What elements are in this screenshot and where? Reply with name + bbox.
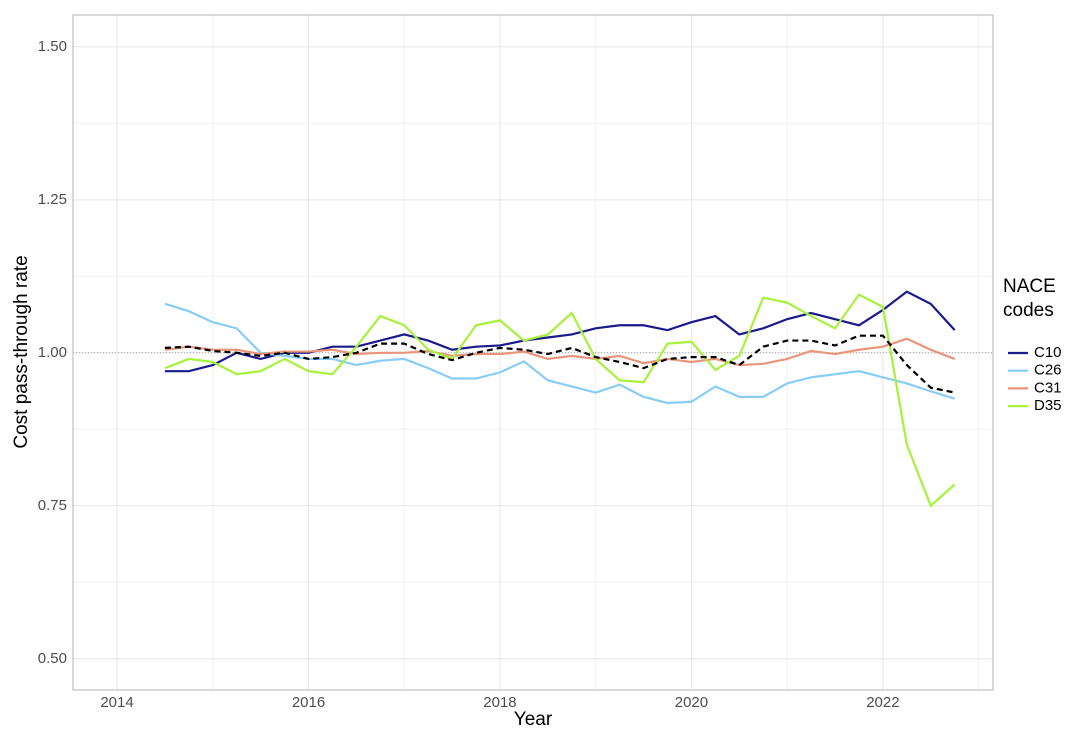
x-tick-label: 2020 [675,694,708,711]
legend-label: C31 [1034,379,1062,396]
x-tick-label: 2018 [483,694,516,711]
y-axis-title: Cost pass-through rate [11,255,32,448]
y-tick-label: 1.50 [38,38,67,55]
x-tick-label: 2022 [866,694,899,711]
legend-label: D35 [1034,397,1062,414]
legend-title: NACE codes [1003,276,1056,321]
legend-label: C10 [1034,344,1062,361]
line-series [164,290,956,373]
x-axis-title: Year [514,709,553,729]
y-tick-label: 1.25 [38,191,67,208]
line-series [164,337,956,367]
line-series [164,334,955,394]
x-tick-label: 2014 [100,694,133,711]
panel-border [72,14,994,691]
y-tick-label: 1.00 [38,344,67,361]
x-tick-label: 2016 [292,694,325,711]
y-tick-label: 0.50 [38,650,67,667]
line-series [164,293,956,508]
line-series [164,302,956,405]
legend-label: C26 [1034,362,1062,379]
y-tick-label: 0.75 [38,497,67,514]
